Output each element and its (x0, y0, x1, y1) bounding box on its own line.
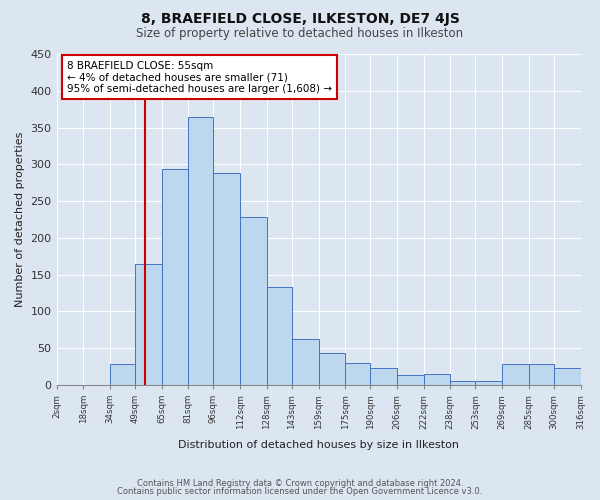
Bar (502, 364, 529, 385)
Bar (529, 364, 554, 385)
Bar (370, 368, 397, 385)
Bar (397, 374, 424, 385)
Text: Contains HM Land Registry data © Crown copyright and database right 2024.: Contains HM Land Registry data © Crown c… (137, 478, 463, 488)
Bar (214, 173, 240, 385)
X-axis label: Distribution of detached houses by size in Ilkeston: Distribution of detached houses by size … (178, 440, 459, 450)
Text: 8 BRAEFIELD CLOSE: 55sqm
← 4% of detached houses are smaller (71)
95% of semi-de: 8 BRAEFIELD CLOSE: 55sqm ← 4% of detache… (67, 60, 332, 94)
Bar (240, 218, 267, 385)
Bar (110, 364, 135, 385)
Bar (135, 264, 161, 385)
Bar (451, 380, 475, 385)
Bar (161, 170, 188, 385)
Text: 8, BRAEFIELD CLOSE, ILKESTON, DE7 4JS: 8, BRAEFIELD CLOSE, ILKESTON, DE7 4JS (140, 12, 460, 26)
Bar (188, 116, 214, 385)
Bar (345, 363, 370, 385)
Text: Size of property relative to detached houses in Ilkeston: Size of property relative to detached ho… (136, 28, 464, 40)
Bar (319, 354, 345, 385)
Bar (554, 368, 581, 385)
Bar (292, 340, 319, 385)
Bar (424, 374, 451, 385)
Text: Contains public sector information licensed under the Open Government Licence v3: Contains public sector information licen… (118, 487, 482, 496)
Y-axis label: Number of detached properties: Number of detached properties (15, 132, 25, 307)
Bar (267, 287, 292, 385)
Bar (475, 382, 502, 385)
